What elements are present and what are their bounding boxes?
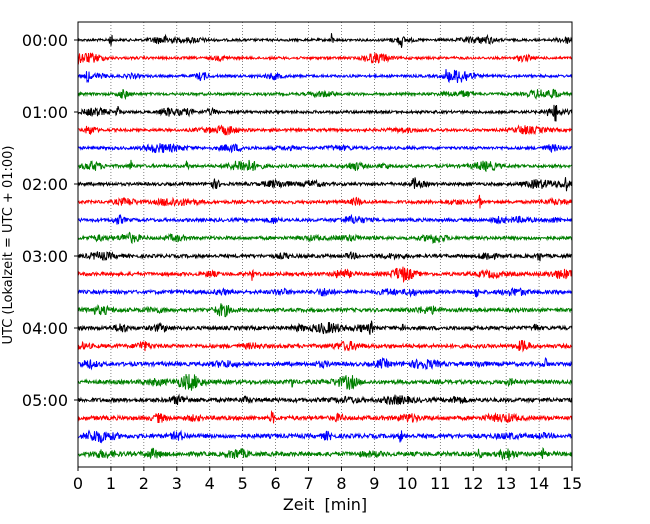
x-tick-label: 9: [369, 474, 379, 493]
seismic-traces: [77, 33, 573, 461]
trace-line: [77, 124, 572, 136]
trace-line: [77, 374, 573, 391]
y-tick-label: 00:00: [22, 31, 68, 50]
trace-line: [77, 159, 573, 173]
y-tick-label: 04:00: [22, 319, 68, 338]
y-tick-label: 03:00: [22, 247, 68, 266]
trace-line: [77, 194, 573, 209]
x-tick-label: 13: [496, 474, 516, 493]
y-axis-ticks: 00:00 01:00 02:00 03:00 04:00 05:00: [22, 31, 78, 410]
x-tick-label: 1: [106, 474, 116, 493]
x-tick-label: 6: [271, 474, 281, 493]
trace-line: [77, 446, 573, 461]
trace-line: [77, 33, 573, 48]
trace-line: [77, 429, 573, 444]
trace-line: [77, 251, 572, 262]
trace-line: [77, 340, 573, 353]
y-axis-label: UTC (Lokalzeit = UTC + 01:00): [1, 146, 16, 345]
x-tick-label: 3: [172, 474, 182, 493]
trace-line: [77, 88, 573, 101]
x-tick-label: 11: [430, 474, 450, 493]
trace-line: [77, 213, 573, 225]
trace-line: [77, 286, 573, 298]
x-tick-label: 4: [205, 474, 215, 493]
x-tick-label: 8: [336, 474, 346, 493]
trace-line: [77, 303, 573, 318]
trace-line: [77, 231, 573, 245]
x-axis-ticks: 0 1 2 3 4 5 6 7 8 9 10 11 12 13 14 15: [73, 467, 582, 493]
x-tick-label: 7: [303, 474, 313, 493]
trace-line: [77, 177, 573, 192]
x-tick-label: 14: [529, 474, 549, 493]
x-tick-label: 0: [73, 474, 83, 493]
trace-line: [77, 266, 573, 284]
trace-line: [77, 409, 573, 424]
trace-line: [77, 104, 573, 122]
trace-line: [77, 69, 573, 84]
trace-line: [77, 356, 573, 371]
x-tick-label: 2: [139, 474, 149, 493]
y-tick-label: 02:00: [22, 175, 68, 194]
grid-lines: [110, 22, 540, 467]
x-tick-label: 12: [463, 474, 483, 493]
y-tick-label: 05:00: [22, 391, 68, 410]
trace-line: [77, 393, 573, 406]
x-tick-label: 10: [397, 474, 417, 493]
x-tick-label: 5: [238, 474, 248, 493]
trace-line: [77, 52, 573, 65]
x-tick-label: 15: [562, 474, 582, 493]
trace-line: [77, 143, 573, 154]
x-axis-label: Zeit [min]: [283, 495, 367, 514]
trace-line: [77, 320, 573, 335]
y-tick-label: 01:00: [22, 103, 68, 122]
plot-frame: [77, 21, 573, 468]
